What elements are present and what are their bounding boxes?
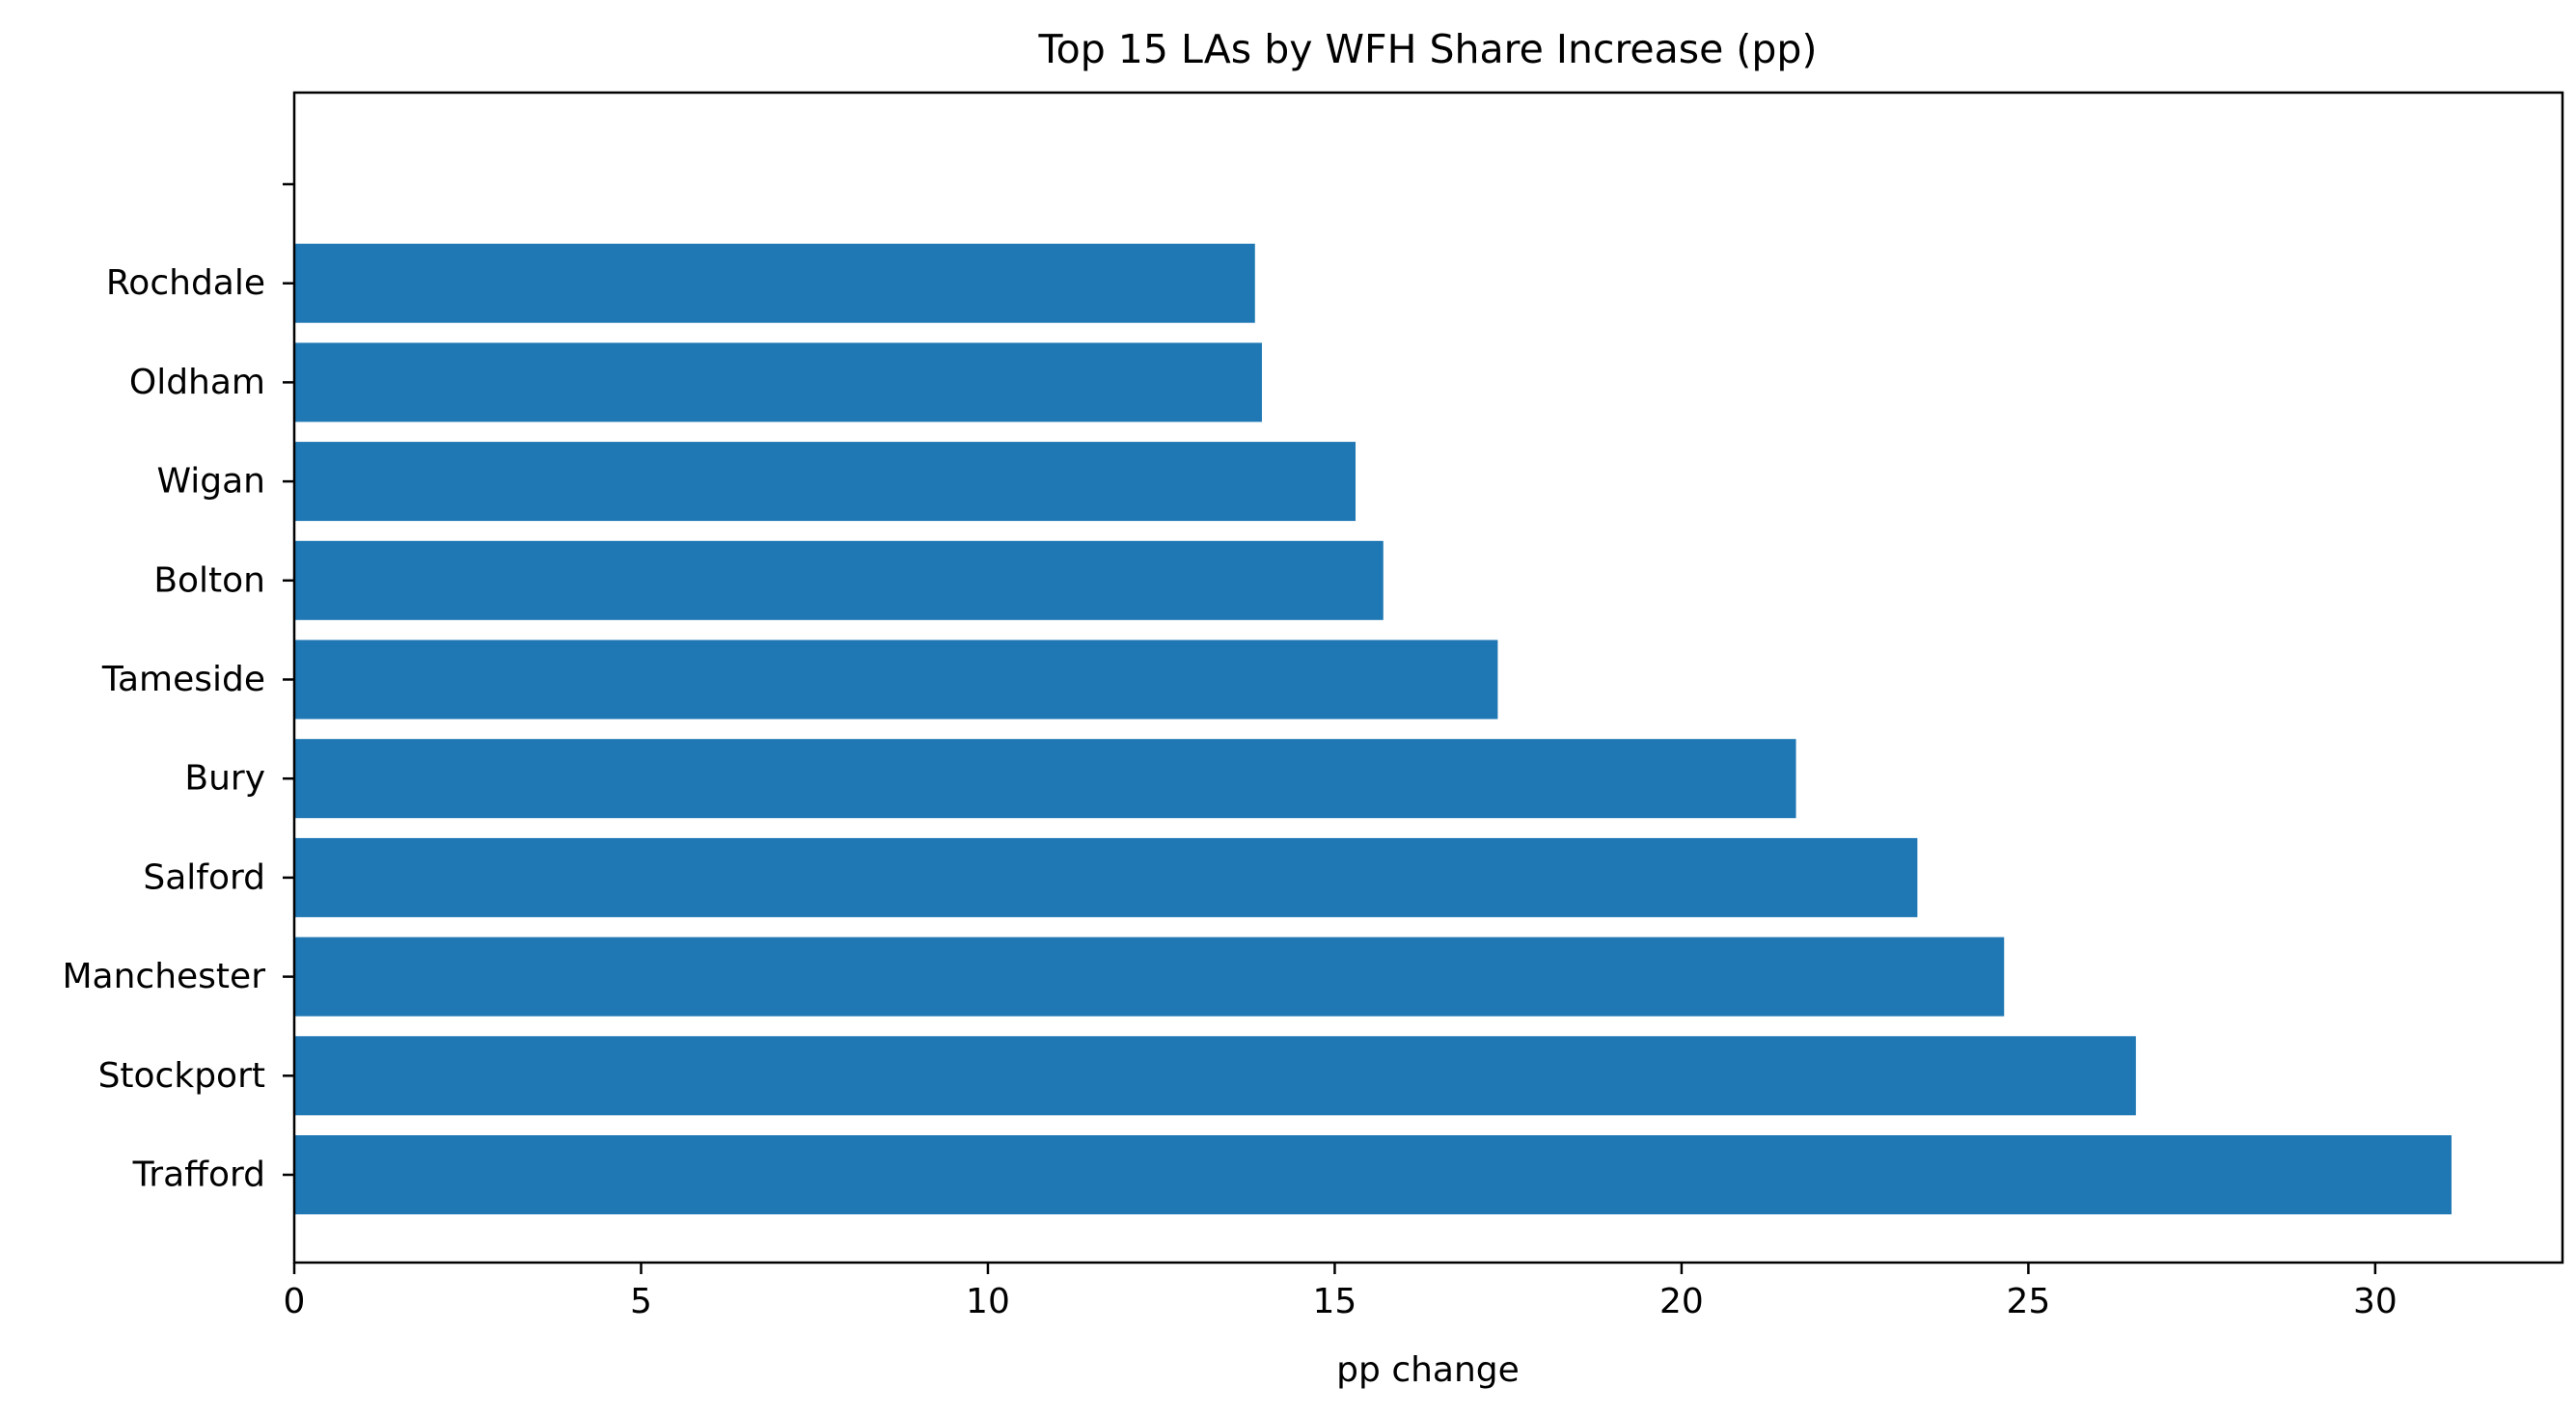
- bar-salford: [294, 837, 1918, 917]
- x-tick-label: 0: [284, 1282, 306, 1321]
- y-axis: Trafford Stockport Manchester Salford Bury Ta…: [62, 182, 294, 1195]
- x-tick-label: 20: [1659, 1282, 1704, 1321]
- bar-trafford: [294, 1135, 2452, 1214]
- plot-frame: [292, 91, 2564, 1264]
- bar-stockport: [294, 1036, 2136, 1116]
- bar-rochdale: [294, 243, 1255, 323]
- y-tick-label: Bury: [184, 759, 265, 799]
- x-tick-label: 10: [966, 1282, 1010, 1321]
- bar-manchester: [294, 937, 2005, 1017]
- x-tick-label: 15: [1313, 1282, 1357, 1321]
- y-tick-label: Oldham: [129, 363, 265, 402]
- x-axis-label: pp change: [1336, 1350, 1520, 1390]
- bar-bury: [294, 739, 1796, 819]
- x-tick-label: 25: [2006, 1282, 2050, 1321]
- y-tick-label: Manchester: [62, 957, 265, 996]
- bar-oldham: [294, 342, 1262, 422]
- bar-wigan: [294, 442, 1357, 522]
- bar-bolton: [294, 540, 1384, 620]
- y-tick-label: Stockport: [98, 1056, 265, 1096]
- x-axis: 0 5 10 15 20 25 30: [284, 1263, 2398, 1321]
- y-tick-label: Bolton: [153, 560, 265, 600]
- y-tick-label: Wigan: [156, 462, 265, 502]
- y-tick-label: Salford: [143, 857, 265, 897]
- x-tick-label: 30: [2353, 1282, 2398, 1321]
- bars-layer: [294, 243, 2452, 1214]
- x-tick-label: 5: [630, 1282, 652, 1321]
- chart-title: Top 15 LAs by WFH Share Increase (pp): [1038, 26, 1818, 72]
- bar-tameside: [294, 639, 1498, 720]
- y-tick-label: Tameside: [101, 660, 265, 699]
- y-tick-label: Rochdale: [106, 263, 265, 303]
- y-tick-label: Trafford: [132, 1156, 265, 1195]
